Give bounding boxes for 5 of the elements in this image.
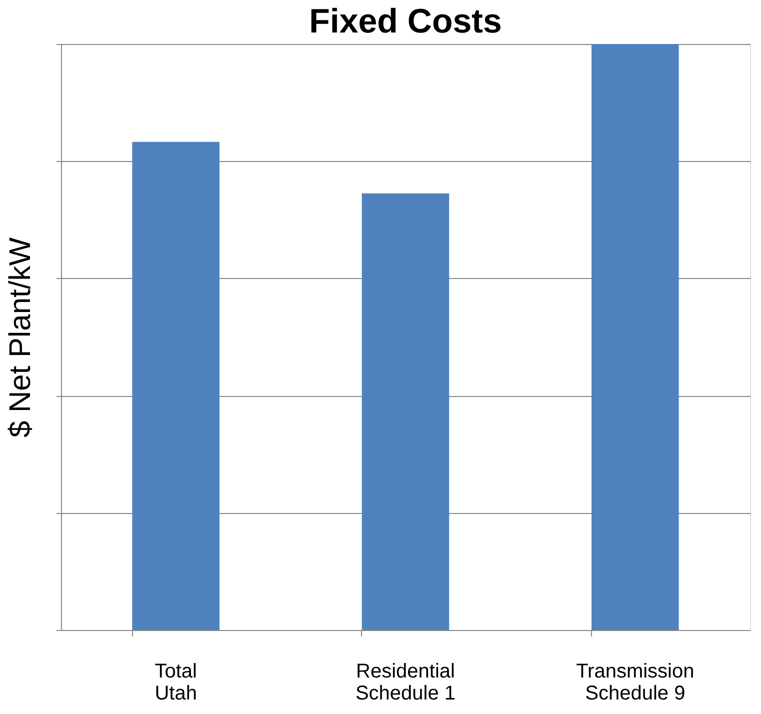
x-tick-label: Residential Schedule 1: [355, 660, 456, 704]
chart-title: Fixed Costs: [309, 2, 502, 40]
x-tick-label: Transmission Schedule 9: [576, 660, 694, 704]
x-tick-label: Total Utah: [154, 660, 197, 704]
y-axis-title: $ Net Plant/kW: [4, 236, 37, 438]
